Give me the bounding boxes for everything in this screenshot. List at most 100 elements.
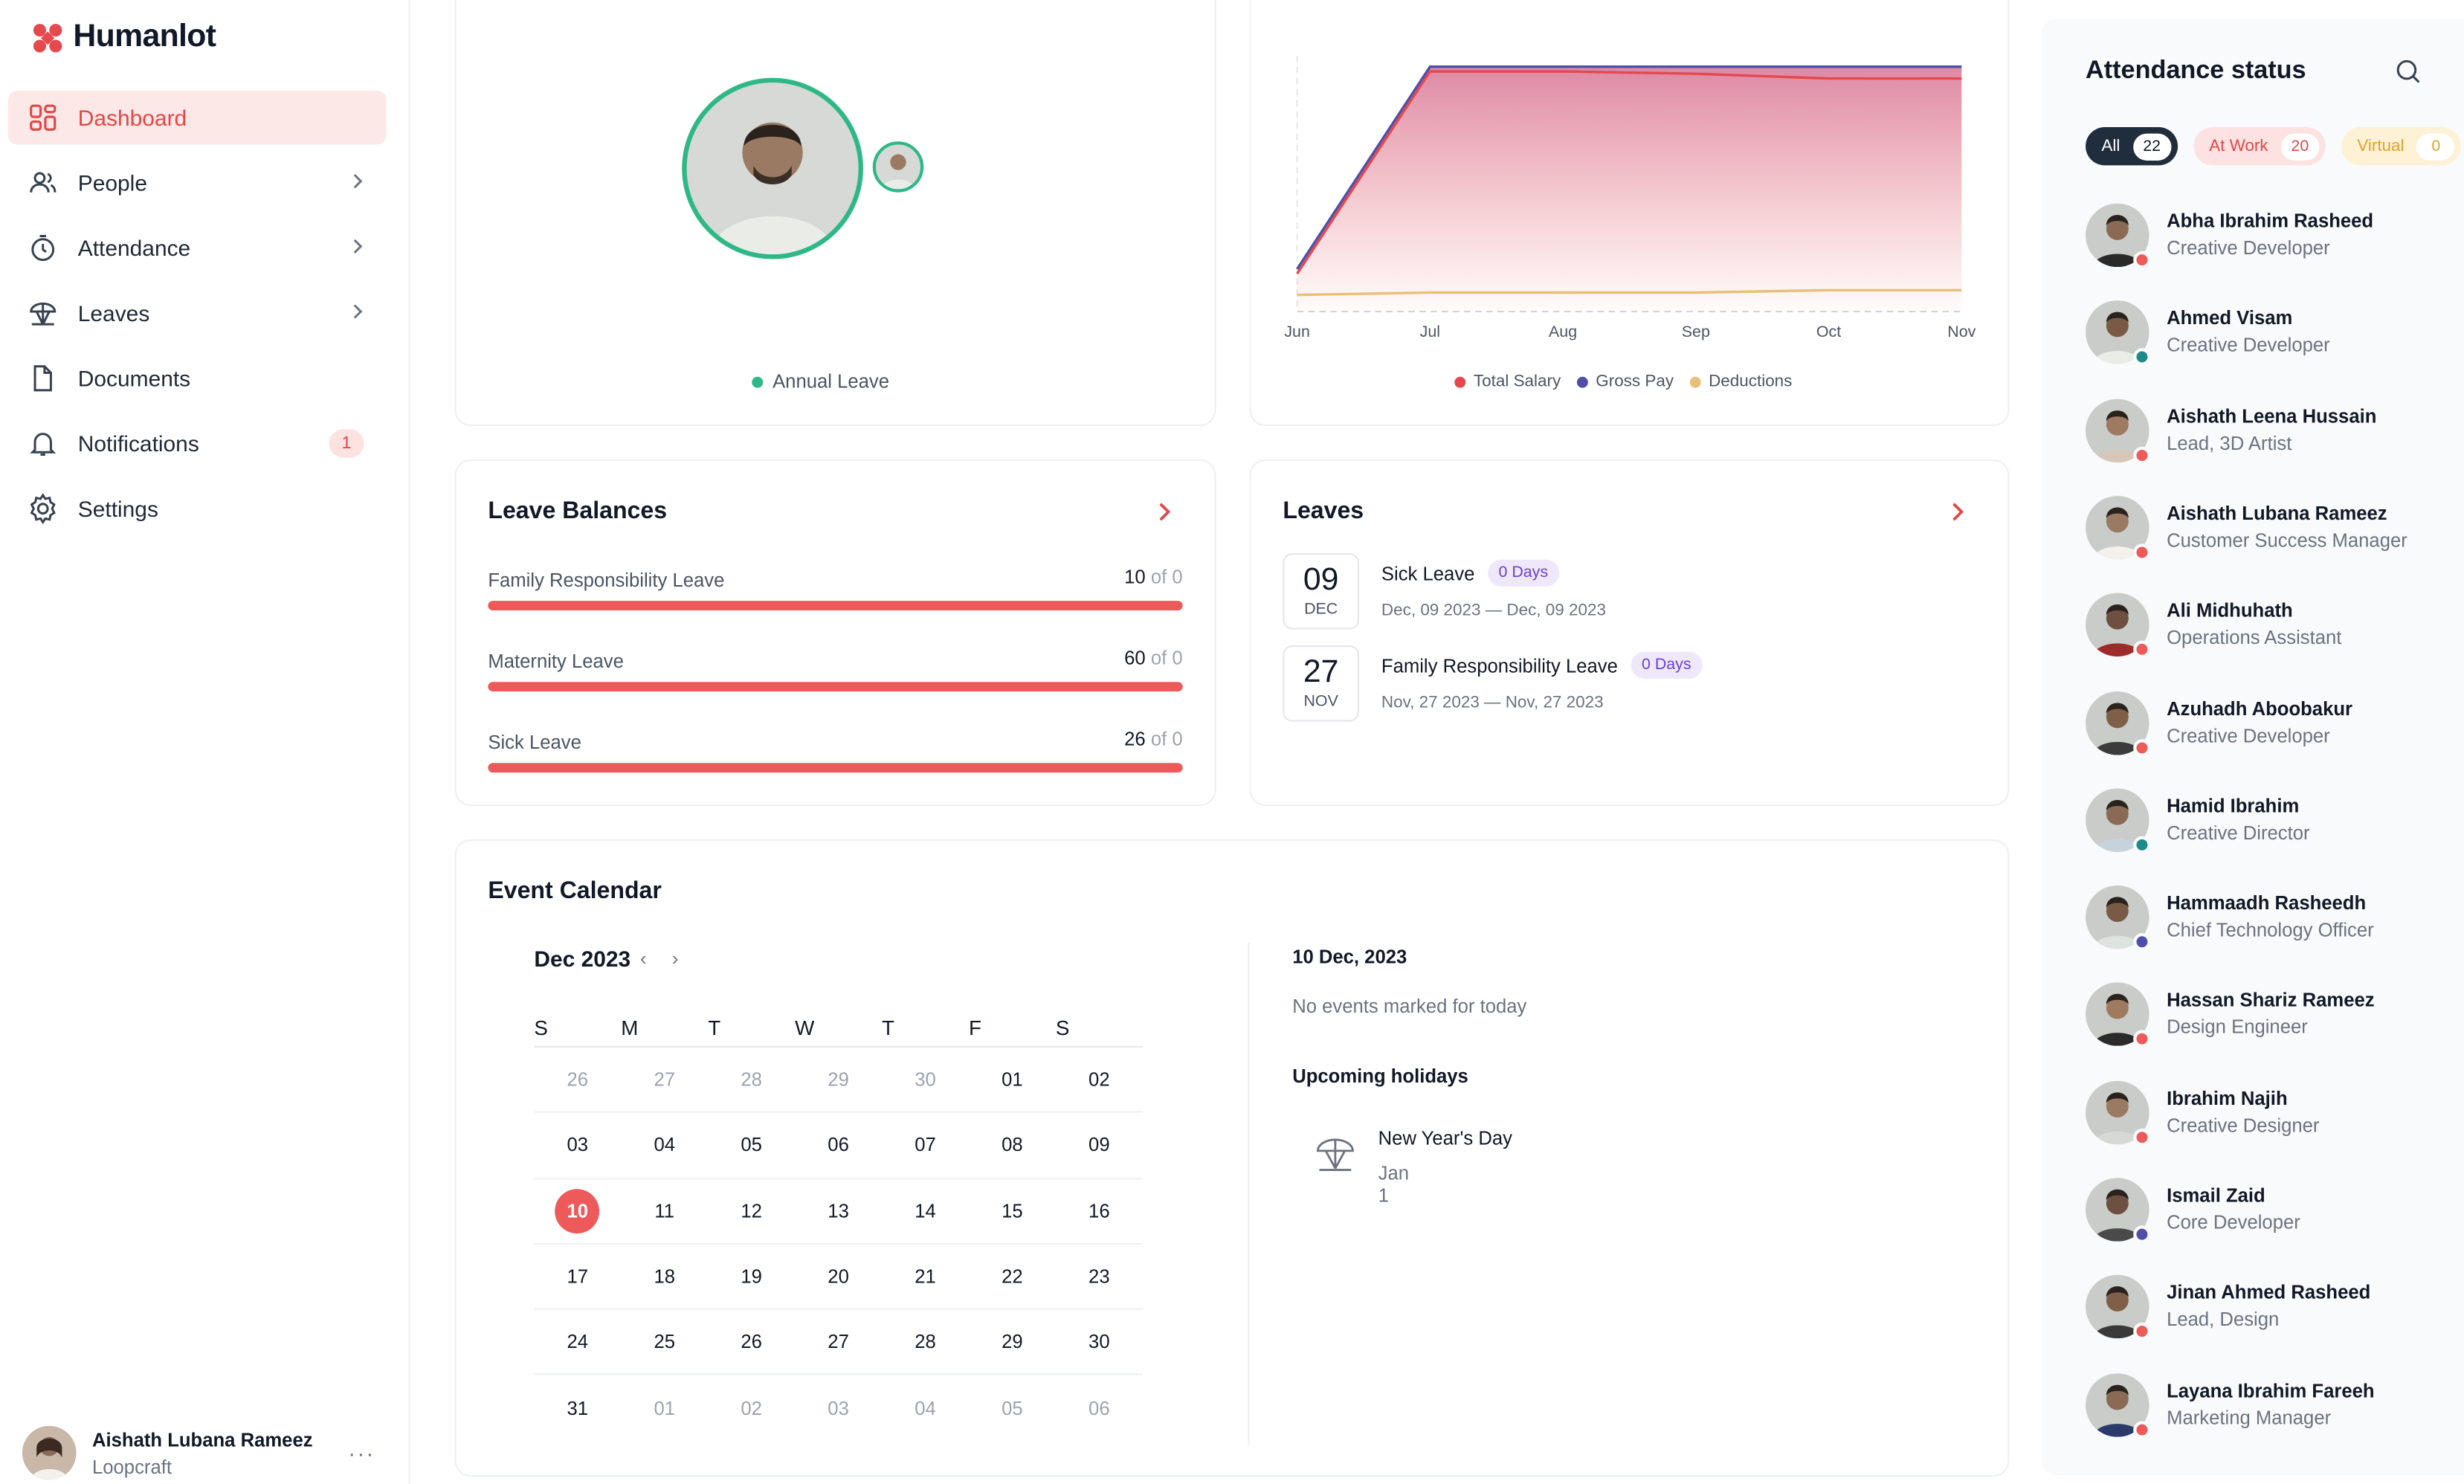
employee-row[interactable]: Abha Ibrahim Rasheed Creative Developer [2086, 203, 2464, 271]
calendar-day[interactable]: 16 [1056, 1179, 1143, 1243]
day-number: 04 [654, 1134, 676, 1157]
nav-item-people[interactable]: People [8, 156, 387, 210]
calendar-day[interactable]: 29 [969, 1310, 1056, 1374]
filter-at-work[interactable]: At Work 20 [2193, 127, 2326, 166]
legend-label: Deductions [1709, 372, 1793, 391]
chevron-right-icon[interactable] [1157, 500, 1173, 523]
employee-role: Core Developer [2167, 1211, 2300, 1234]
nav-label: Dashboard [77, 105, 187, 131]
weekday-label: T [882, 1016, 895, 1040]
calendar-day[interactable]: 03 [534, 1113, 621, 1177]
calendar-day[interactable]: 25 [621, 1310, 708, 1374]
nav-item-documents[interactable]: Documents [8, 351, 387, 405]
calendar-day[interactable]: 20 [795, 1245, 882, 1309]
user-profile[interactable]: Aishath Lubana Rameez Loopcraft ··· [22, 1425, 388, 1482]
series-line-gross-pay [1296, 65, 1962, 270]
calendar-day[interactable]: 01 [969, 1048, 1056, 1112]
calendar-day[interactable]: 28 [708, 1048, 795, 1112]
status-indicator [2133, 641, 2151, 659]
employee-photo [682, 77, 863, 259]
calendar-day-today[interactable]: 10 [534, 1179, 621, 1243]
employee-row[interactable]: Jinan Ahmed Rasheed Lead, Design [2086, 1275, 2464, 1342]
calendar-day[interactable]: 11 [621, 1179, 708, 1243]
card-title: Event Calendar [488, 877, 662, 905]
calendar-day[interactable]: 23 [1056, 1245, 1143, 1309]
leave-balance-value: 60 of 0 [1124, 647, 1183, 669]
employee-role: Creative Developer [2167, 236, 2330, 259]
filter-virtual[interactable]: Virtual 0 [2341, 127, 2462, 166]
calendar-day[interactable]: 03 [795, 1375, 882, 1441]
employee-row[interactable]: Hammaadh Rasheedh Chief Technology Office… [2086, 885, 2464, 952]
day-number: 20 [828, 1265, 849, 1288]
calendar-day[interactable]: 31 [534, 1375, 621, 1441]
calendar-day[interactable]: 27 [795, 1310, 882, 1374]
employee-row[interactable]: Ismail Zaid Core Developer [2086, 1178, 2464, 1245]
calendar-day[interactable]: 24 [534, 1310, 621, 1374]
leave-date-box: 09 DEC [1283, 553, 1359, 630]
calendar-day[interactable]: 01 [621, 1375, 708, 1441]
calendar-day[interactable]: 17 [534, 1245, 621, 1309]
employee-row[interactable]: Aishath Lubana Rameez Customer Success Ma… [2086, 495, 2464, 563]
calendar-day[interactable]: 05 [708, 1113, 795, 1177]
leave-month: NOV [1303, 693, 1338, 711]
calendar-day[interactable]: 04 [882, 1375, 969, 1441]
employee-row[interactable]: Aishath Leena Hussain Lead, 3D Artist [2086, 398, 2464, 465]
filter-label: All [2101, 136, 2120, 156]
filter-all[interactable]: All 22 [2086, 127, 2178, 166]
nav-item-notifications[interactable]: Notifications 1 [8, 416, 387, 471]
calendar-day[interactable]: 02 [1056, 1048, 1143, 1112]
leave-request-item[interactable]: 09 DEC Sick Leave 0 Days Dec, 09 2023 — … [1283, 553, 1982, 630]
calendar-day[interactable]: 21 [882, 1245, 969, 1309]
calendar-day[interactable]: 19 [708, 1245, 795, 1309]
chevron-right-icon[interactable] [1950, 500, 1966, 523]
day-number: 09 [1089, 1134, 1110, 1157]
balance-bar [488, 601, 1183, 610]
search-icon[interactable] [2394, 57, 2422, 86]
day-number: 06 [828, 1134, 849, 1157]
more-options-icon[interactable]: ··· [348, 1440, 375, 1466]
calendar-day[interactable]: 13 [795, 1179, 882, 1243]
calendar-day[interactable]: 09 [1056, 1113, 1143, 1177]
next-month-button[interactable]: › [671, 947, 679, 970]
employee-row[interactable]: Hassan Shariz Rameez Design Engineer [2086, 983, 2464, 1050]
day-number: 27 [828, 1331, 849, 1354]
calendar-day[interactable]: 18 [621, 1245, 708, 1309]
calendar-day[interactable]: 15 [969, 1179, 1056, 1243]
filter-count: 0 [2416, 132, 2455, 160]
employee-row[interactable]: Layana Ibrahim Fareeh Marketing Manager [2086, 1372, 2464, 1439]
brand-logo[interactable]: Humanlot [32, 19, 216, 56]
nav-item-leaves[interactable]: Leaves [8, 286, 387, 341]
employee-row[interactable]: Ali Midhuhath Operations Assistant [2086, 593, 2464, 660]
calendar-day[interactable]: 30 [882, 1048, 969, 1112]
calendar-day[interactable]: 28 [882, 1310, 969, 1374]
day-number: 27 [654, 1068, 676, 1091]
nav-item-dashboard[interactable]: Dashboard [7, 90, 387, 145]
employee-row[interactable]: Hamid Ibrahim Creative Director [2086, 788, 2464, 855]
leave-request-item[interactable]: 27 NOV Family Responsibility Leave 0 Day… [1283, 645, 1982, 722]
calendar-day[interactable]: 29 [795, 1048, 882, 1112]
calendar-day[interactable]: 05 [969, 1375, 1056, 1441]
calendar-day[interactable]: 06 [1056, 1375, 1143, 1441]
calendar-day[interactable]: 30 [1056, 1310, 1143, 1374]
calendar-day[interactable]: 12 [708, 1179, 795, 1243]
prev-month-button[interactable]: ‹ [640, 947, 647, 970]
calendar-day[interactable]: 26 [708, 1310, 795, 1374]
employee-row[interactable]: Ibrahim Najih Creative Designer [2086, 1080, 2464, 1147]
employee-row[interactable]: Ahmed Visam Creative Developer [2086, 300, 2464, 368]
calendar-day[interactable]: 02 [708, 1375, 795, 1441]
calendar-day[interactable]: 08 [969, 1113, 1056, 1177]
employee-row[interactable]: Azuhadh Aboobakur Creative Developer [2086, 690, 2464, 758]
calendar-day[interactable]: 07 [882, 1113, 969, 1177]
employee-name: Ahmed Visam [2167, 307, 2293, 330]
nav-item-attendance[interactable]: Attendance [8, 221, 387, 275]
calendar-day[interactable]: 22 [969, 1245, 1056, 1309]
calendar-day[interactable]: 06 [795, 1113, 882, 1177]
calendar-day[interactable]: 26 [534, 1048, 621, 1112]
calendar-week: 31 01 02 03 04 05 06 [534, 1375, 1143, 1441]
day-number: 26 [567, 1068, 589, 1091]
calendar-day[interactable]: 14 [882, 1179, 969, 1243]
calendar-day[interactable]: 27 [621, 1048, 708, 1112]
calendar-day[interactable]: 04 [621, 1113, 708, 1177]
nav-item-settings[interactable]: Settings [8, 482, 387, 536]
weekday-label: W [795, 1016, 815, 1040]
